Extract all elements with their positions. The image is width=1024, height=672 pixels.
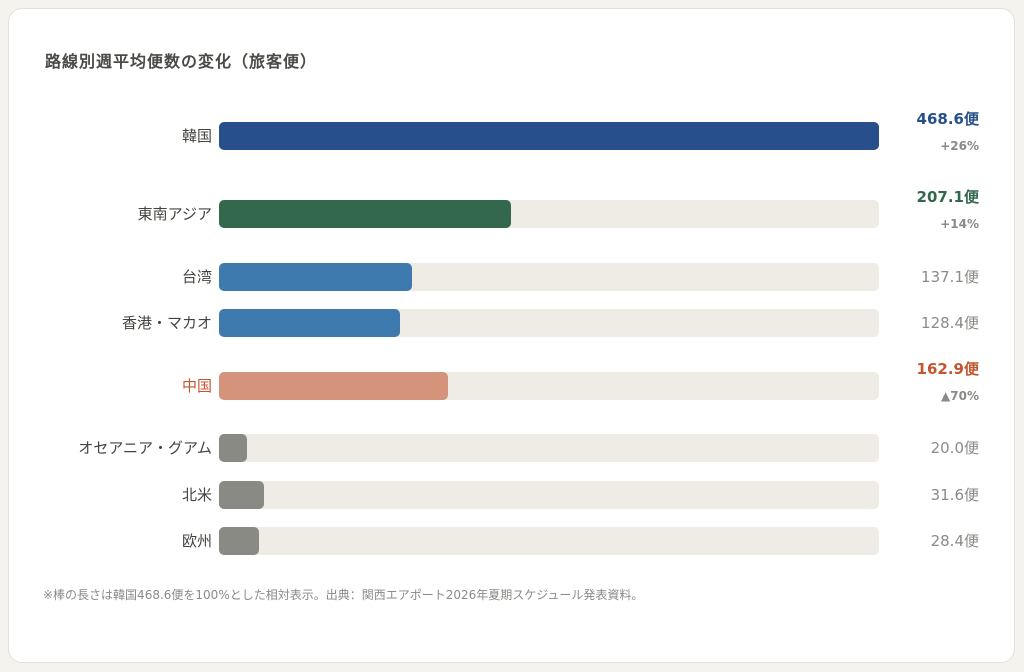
value-label: 31.6便 (930, 486, 979, 504)
value-label: 20.0便 (930, 439, 979, 457)
value-label: 207.1便 (916, 188, 979, 206)
category-label: 東南アジア (137, 205, 212, 223)
change-label: +26% (940, 139, 979, 153)
value-label: 468.6便 (916, 110, 979, 128)
change-label: +14% (940, 217, 979, 231)
bar-track (219, 309, 879, 337)
change-label: ▲70% (941, 389, 979, 403)
bar (219, 481, 264, 509)
bar-track (219, 481, 879, 509)
bar-row: 北米 31.6便 (9, 481, 1014, 509)
bar-row: オセアニア・グアム 20.0便 (9, 434, 1014, 462)
chart-footnote: ※棒の長さは韓国468.6便を100%とした相対表示。出典：関西エアポート202… (43, 588, 644, 602)
category-label: 韓国 (181, 127, 212, 145)
category-label: 北米 (181, 486, 212, 504)
bar (219, 372, 449, 400)
value-label: 28.4便 (930, 532, 979, 550)
bar-row: 欧州 28.4便 (9, 527, 1014, 555)
chart-card: 路線別週平均便数の変化（旅客便） 韓国 468.6便 +26% 東南アジア 207… (8, 8, 1015, 663)
bar-track (219, 434, 879, 462)
category-label: オセアニア・グアム (78, 439, 212, 457)
value-label: 137.1便 (921, 268, 979, 286)
category-label: 台湾 (181, 268, 212, 286)
chart-title: 路線別週平均便数の変化（旅客便） (45, 52, 318, 71)
category-label: 香港・マカオ (121, 314, 212, 332)
bar-track (219, 372, 879, 400)
bar-row: 台湾 137.1便 (9, 263, 1014, 291)
bar (219, 434, 248, 462)
category-label: 欧州 (181, 532, 212, 550)
bar-row: 香港・マカオ 128.4便 (9, 309, 1014, 337)
bar-row: 中国 162.9便 ▲70% (9, 360, 1014, 403)
bar-track (219, 200, 879, 228)
bar (219, 309, 400, 337)
value-label: 128.4便 (921, 314, 979, 332)
bar (219, 200, 511, 228)
bar-row: 東南アジア 207.1便 +14% (9, 188, 1014, 231)
bar (219, 527, 259, 555)
bar-track (219, 263, 879, 291)
value-label: 162.9便 (916, 360, 979, 378)
bar-track (219, 122, 879, 150)
bar-track (219, 527, 879, 555)
bar (219, 263, 413, 291)
bar-row: 韓国 468.6便 +26% (9, 110, 1014, 153)
category-label: 中国 (181, 377, 212, 395)
bar (219, 122, 879, 150)
